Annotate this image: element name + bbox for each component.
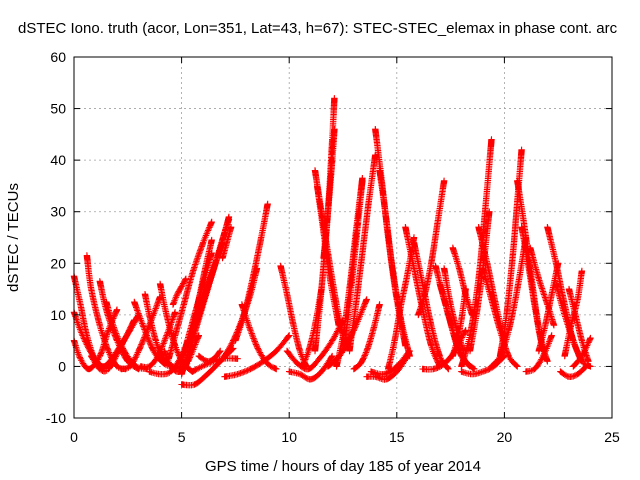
series-8 [131,298,177,370]
series-28 [219,224,235,262]
data-marks [131,298,177,370]
y-tick-label: 20 [50,255,66,271]
series-48 [410,239,452,373]
plot-frame [73,56,613,419]
data-marks [410,239,452,373]
series-25 [221,332,293,380]
x-tick-label: 25 [604,429,620,445]
series-20 [187,236,215,344]
x-tick-label: 0 [70,429,78,445]
series-41 [350,301,383,373]
x-axis-title: GPS time / hours of day 185 of year 2014 [205,458,481,475]
series-55 [449,244,476,319]
x-tick-label: 15 [389,429,405,445]
data-marks [320,126,338,262]
data-marks [189,355,241,375]
data-marks [367,347,413,378]
y-axis-title: dSTEC / TECUs [5,183,22,292]
y-tick-label: 0 [58,358,66,374]
y-tick-label: 30 [50,204,66,220]
data-marks [570,334,594,370]
series-36 [320,126,338,262]
series-23 [189,355,241,375]
y-tick-label: 40 [50,152,66,168]
data-marks [277,262,310,370]
data-marks [346,151,379,355]
data-marks [187,236,215,344]
series-40 [346,151,379,355]
data-marks [415,177,448,319]
series-29 [277,262,310,370]
y-tick-label: 60 [50,49,66,65]
data-marks [169,275,190,308]
series-49 [415,177,448,319]
x-tick-label: 10 [281,429,297,445]
data-marks [342,177,366,344]
data-marks [221,332,293,380]
series-15 [169,275,190,308]
data-marks [522,332,555,375]
data-marks [557,363,590,380]
series-39 [342,177,366,344]
data-layer [70,95,594,389]
chart-title: dSTEC Iono. truth (acor, Lon=351, Lat=43… [18,20,618,37]
y-tick-label: 10 [50,307,66,323]
series-46 [367,347,413,378]
data-marks [191,239,226,329]
data-marks [449,244,476,319]
data-marks [350,301,383,373]
series-70 [557,363,590,380]
data-marks [232,200,271,344]
series-65 [522,332,555,375]
series-27 [232,200,271,344]
y-tick-label: 50 [50,101,66,117]
series-14 [165,218,215,362]
series-21 [191,239,226,329]
data-marks [165,218,215,362]
series-73 [570,334,594,370]
x-tick-label: 5 [178,429,186,445]
x-tick-label: 20 [497,429,513,445]
data-marks [219,224,235,262]
y-tick-label: -10 [46,410,66,426]
